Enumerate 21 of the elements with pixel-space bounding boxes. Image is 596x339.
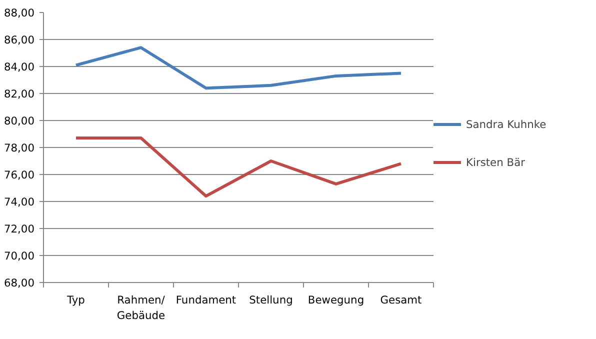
- x-tick-label: Gesamt: [380, 294, 422, 306]
- y-tick-label: 86,00: [4, 34, 35, 46]
- y-tick-label: 74,00: [4, 196, 35, 208]
- x-tick-label: Typ: [66, 294, 86, 306]
- line-series: [74, 46, 402, 90]
- x-tick-label: Stellung: [249, 294, 293, 306]
- y-tick-label: 68,00: [4, 276, 35, 290]
- y-tick-label: 70,00: [4, 250, 35, 262]
- y-tick-label: 84,00: [4, 60, 35, 74]
- line-series: [74, 136, 402, 198]
- x-tick-label: Rahmen/ Gebäude: [116, 294, 166, 322]
- y-tick-label: 88,00: [4, 6, 35, 20]
- y-tick-label: 76,00: [4, 168, 35, 182]
- y-tick-label: 72,00: [4, 222, 35, 236]
- legend-label: Sandra Kuhnke: [466, 118, 548, 130]
- legend-label: Kirsten Bär: [466, 156, 526, 168]
- y-tick-label: 80,00: [4, 114, 35, 128]
- y-tick-label: 82,00: [4, 88, 35, 100]
- x-tick-label: Fundament: [176, 294, 236, 306]
- y-tick-label: 78,00: [4, 142, 35, 154]
- x-tick-label: Bewegung: [308, 294, 364, 306]
